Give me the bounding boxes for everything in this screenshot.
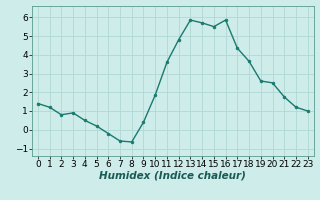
X-axis label: Humidex (Indice chaleur): Humidex (Indice chaleur) [100,171,246,181]
